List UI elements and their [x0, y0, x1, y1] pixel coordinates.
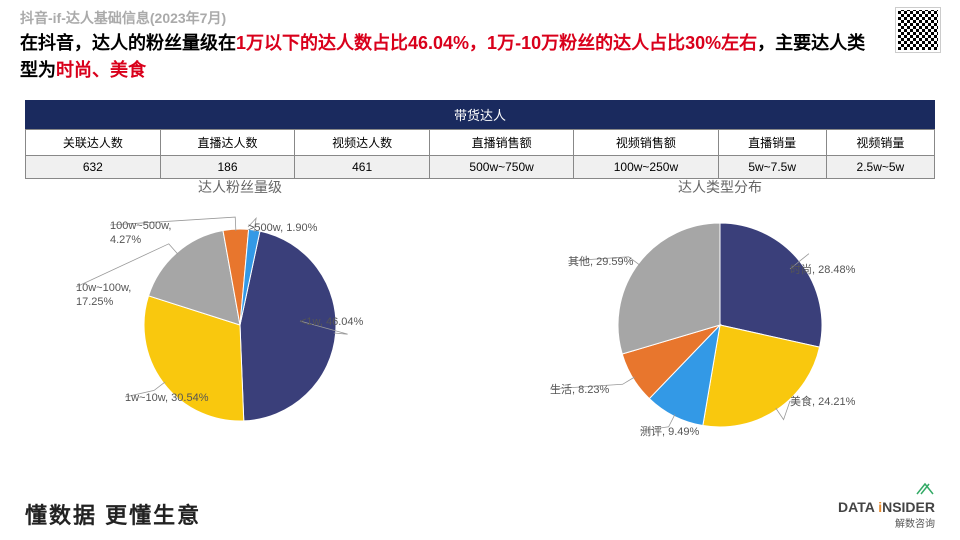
table-header: 视频达人数 [295, 130, 430, 156]
footer-brand: DATA iNSIDER 解数咨询 [838, 482, 935, 530]
table-header: 视频销售额 [574, 130, 718, 156]
table-header: 关联达人数 [26, 130, 161, 156]
chart-category: 达人类型分布 时尚, 28.48% 美食, 24.21% 测评, 9.49% 生活, … [480, 175, 960, 485]
qr-code [896, 8, 940, 52]
chart2-title: 达人类型分布 [480, 177, 960, 197]
chart1-title: 达人粉丝量级 [0, 177, 480, 197]
headline: 在抖音，达人的粉丝量级在1万以下的达人数占比46.04%，1万-10万粉丝的达人… [20, 30, 880, 84]
pie-label: 生活, 8.23% [550, 383, 609, 397]
table-header: 直播达人数 [160, 130, 295, 156]
table-title: 带货达人 [25, 100, 935, 129]
pie-chart [480, 205, 960, 445]
headline-r2: 时尚、美食 [56, 60, 146, 80]
brand-logo-text: DATA iNSIDER [838, 499, 935, 515]
pie-label: 测评, 9.49% [640, 425, 699, 439]
charts-row: 达人粉丝量级 <1w, 46.04% 1w~10w, 30.54% 10w~100w… [0, 175, 960, 485]
pie-label: 时尚, 28.48% [790, 263, 855, 277]
pie-label: 1w~10w, 30.54% [125, 391, 208, 405]
table-header: 直播销量 [718, 130, 826, 156]
brand-sub: 解数咨询 [838, 515, 935, 530]
table-header: 视频销量 [826, 130, 934, 156]
pie-label: 美食, 24.21% [790, 395, 855, 409]
footer-slogan: 懂数据 更懂生意 [25, 498, 201, 530]
footer: 懂数据 更懂生意 DATA iNSIDER 解数咨询 [25, 482, 935, 530]
pie-chart [0, 205, 480, 445]
pie-label: 其他, 29.59% [568, 255, 633, 269]
pie-label: >500w, 1.90% [248, 221, 317, 235]
pie-label: <1w, 46.04% [300, 315, 363, 329]
page-subtitle: 抖音-if-达人基础信息(2023年7月) [20, 8, 226, 28]
pie-label: 100w~500w,4.27% [110, 219, 171, 248]
chart-fan-tier: 达人粉丝量级 <1w, 46.04% 1w~10w, 30.54% 10w~100w… [0, 175, 480, 485]
brand-logo-icon [915, 482, 935, 496]
headline-p1: 在抖音，达人的粉丝量级在 [20, 33, 236, 53]
pie-label: 10w~100w,17.25% [76, 281, 131, 310]
headline-r1: 1万以下的达人数占比46.04%，1万-10万粉丝的达人占比30%左右 [236, 33, 757, 53]
table-header: 直播销售额 [429, 130, 573, 156]
summary-table: 带货达人 关联达人数直播达人数视频达人数直播销售额视频销售额直播销量视频销量 6… [25, 100, 935, 179]
